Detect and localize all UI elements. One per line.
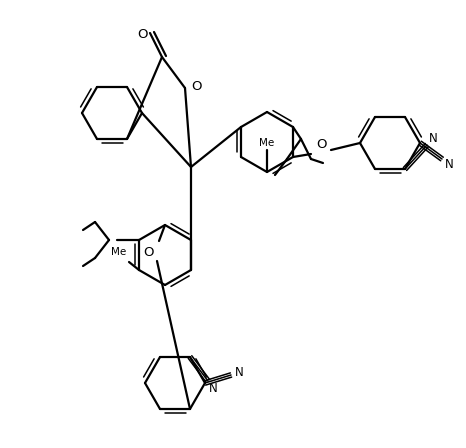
Text: N: N bbox=[209, 382, 218, 395]
Text: Me: Me bbox=[260, 138, 274, 148]
Text: O: O bbox=[192, 79, 202, 92]
Text: N: N bbox=[445, 158, 454, 171]
Text: O: O bbox=[317, 138, 327, 151]
Text: N: N bbox=[429, 132, 438, 145]
Text: Me: Me bbox=[111, 247, 127, 257]
Text: O: O bbox=[137, 27, 147, 40]
Text: O: O bbox=[144, 246, 154, 259]
Text: N: N bbox=[235, 366, 244, 379]
